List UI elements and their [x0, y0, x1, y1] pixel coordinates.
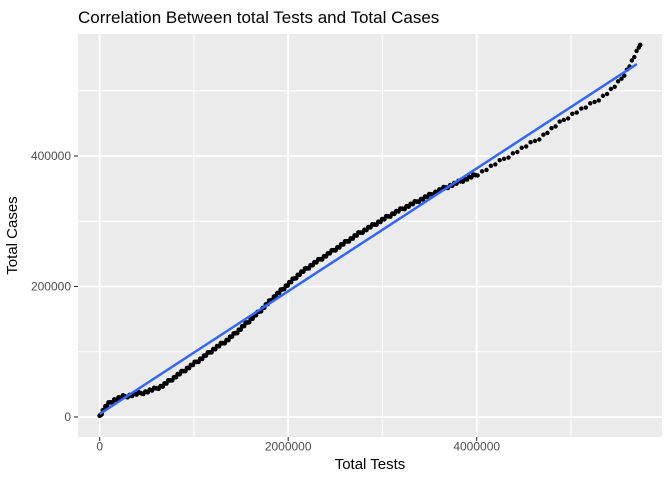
data-point [519, 145, 524, 150]
data-point [574, 110, 579, 115]
data-point [592, 99, 597, 105]
data-point [557, 119, 562, 124]
data-point [622, 73, 627, 78]
data-point [475, 173, 480, 178]
y-tick-label: 400000 [31, 149, 71, 163]
data-point [484, 167, 489, 173]
x-tick-label: 2000000 [265, 440, 312, 454]
y-tick-label: 200000 [31, 279, 71, 293]
regression-line [99, 62, 638, 416]
x-tick-label: 0 [96, 440, 103, 454]
x-axis-title: Total Tests [335, 456, 406, 473]
data-point [515, 149, 520, 155]
data-point [553, 124, 558, 129]
y-axis-tick-labels: 0 200000 400000 [31, 149, 71, 424]
data-point [506, 155, 511, 160]
data-point [537, 137, 542, 142]
data-point [583, 105, 588, 110]
data-point [545, 130, 550, 136]
data-point [541, 132, 546, 137]
data-point [497, 158, 502, 163]
data-point [561, 117, 566, 123]
data-point [619, 76, 624, 81]
data-point [565, 116, 571, 121]
data-point [596, 98, 601, 103]
data-point [637, 42, 643, 48]
data-point [615, 79, 621, 84]
data-point [600, 93, 606, 99]
plot-title: Correlation Between total Tests and Tota… [78, 8, 439, 27]
major-gridlines [78, 34, 662, 437]
y-tick-label: 0 [64, 410, 71, 424]
data-point [528, 140, 533, 145]
data-point [510, 151, 516, 156]
data-point [579, 106, 584, 111]
data-point [532, 138, 538, 144]
data-point [632, 54, 637, 60]
data-point [634, 48, 639, 54]
y-axis-title: Total Cases [4, 196, 21, 274]
x-tick-label: 4000000 [453, 440, 500, 454]
data-point [588, 101, 593, 106]
data-point [570, 111, 575, 117]
data-point [479, 169, 485, 174]
axis-tick-marks [74, 155, 478, 441]
data-point [493, 162, 498, 167]
x-axis-tick-labels: 0 2000000 4000000 [96, 440, 500, 454]
data-point [488, 163, 494, 168]
data-point [549, 126, 554, 131]
data-point [608, 86, 614, 92]
scatter-points [97, 42, 643, 419]
data-point [524, 144, 529, 149]
panel-background [78, 34, 662, 437]
data-point [612, 84, 617, 90]
data-point [629, 58, 635, 63]
data-point [501, 156, 507, 161]
data-point [604, 91, 610, 97]
minor-gridlines [78, 34, 662, 437]
